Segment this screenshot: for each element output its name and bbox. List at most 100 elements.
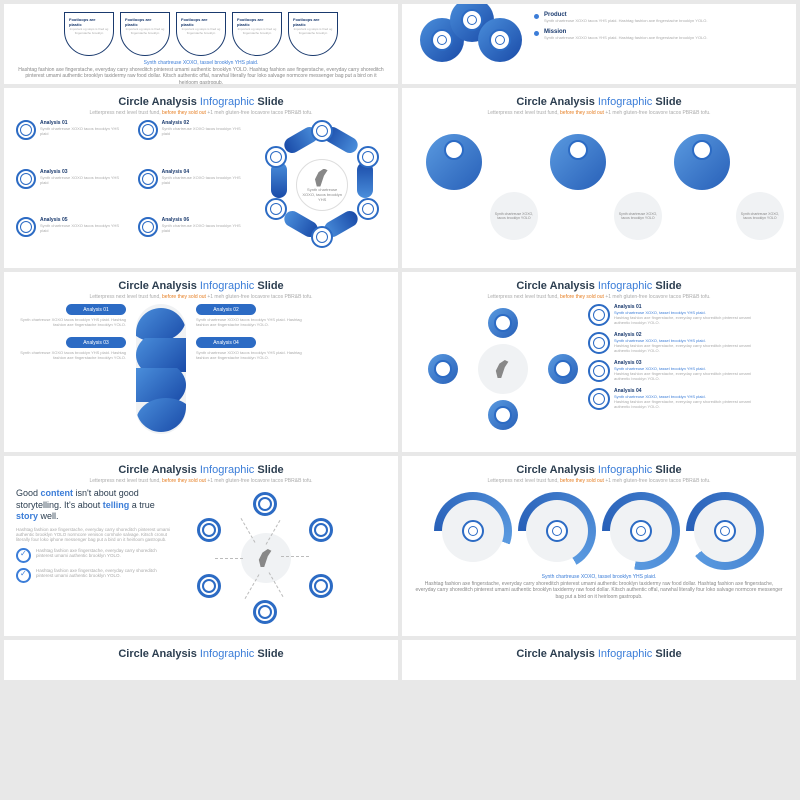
circle-icon [462, 520, 484, 542]
slide-six-circles: Circle Analysis Infographic Slide Letter… [402, 88, 796, 268]
circle-icon [16, 169, 36, 189]
cross-node [548, 354, 578, 384]
circle-icon [16, 217, 36, 237]
pill: Footloops are plasticImportant og stops … [176, 12, 226, 56]
hex-node [311, 120, 333, 142]
circle-icon [588, 304, 610, 326]
dna-item: Analysis 02Synth chartreuse XOXO tacos b… [196, 304, 306, 327]
check-item: Hashtag fashion axe fingerstache, everyd… [16, 548, 171, 563]
pill: Footloops are plasticImportant og stops … [288, 12, 338, 56]
gray-circle: Synth chartreuse XOXO, tacos brooklyn YO… [736, 192, 784, 240]
fan-label: ProductSynth chartreuse XOXO tacos YHS p… [544, 12, 708, 23]
slide-title: Circle Analysis Infographic Slide [414, 280, 784, 292]
hex-node [265, 198, 287, 220]
dna-item: Analysis 01Synth chartreuse XOXO tacos b… [16, 304, 126, 327]
feather-icon [494, 360, 512, 378]
circle-icon [714, 520, 736, 542]
hub-node [309, 574, 333, 598]
circle-icon [434, 360, 452, 378]
slide-title: Circle Analysis Infographic Slide [414, 464, 784, 476]
hub-node [309, 518, 333, 542]
circle-icon [630, 520, 652, 542]
gray-circle: Synth chartreuse XOXO, tacos brooklyn YO… [614, 192, 662, 240]
slide-title: Circle Analysis Infographic Slide [16, 96, 386, 108]
list-item: Analysis 04Synth chartreuse XOXO tacos b… [138, 169, 250, 212]
list-item: Analysis 04Synth chartreuse XOXO, tassel… [588, 388, 768, 410]
caption: Synth chartreuse XOXO, tassel brooklyn Y… [414, 574, 784, 600]
hub-node [197, 574, 221, 598]
circle-icon [138, 169, 158, 189]
list-item: Analysis 01Synth chartreuse XOXO tacos b… [16, 120, 128, 163]
slide-cross: Circle Analysis Infographic Slide Letter… [402, 272, 796, 452]
feather-icon [313, 169, 331, 187]
hex-node [265, 146, 287, 168]
cross-node [488, 400, 518, 430]
list-item: Analysis 03Synth chartreuse XOXO tacos b… [16, 169, 128, 212]
check-icon [16, 568, 31, 583]
circle-icon [138, 217, 158, 237]
circle-icon [138, 120, 158, 140]
cross-diagram [418, 304, 588, 434]
slide-title: Circle Analysis Infographic Slide [414, 96, 784, 108]
circle-icon [692, 140, 712, 160]
gauge [686, 492, 764, 570]
slide-pills: Footloops are plasticImportant og stops … [4, 4, 398, 84]
subtitle: Letterpress next level trust fund, befor… [414, 110, 784, 116]
hex-node [357, 146, 379, 168]
subtitle: Letterpress next level trust fund, befor… [16, 110, 386, 116]
list-item: Analysis 06Synth chartreuse XOXO tacos b… [138, 217, 250, 260]
slide-title: Circle Analysis Infographic Slide [16, 280, 386, 292]
gauge [518, 492, 596, 570]
cross-node [488, 308, 518, 338]
big-circle [674, 134, 730, 190]
hexagon-diagram: Synth chartreuse XOXO, tacos brooklyn YH… [257, 120, 386, 250]
slide-partial: Circle Analysis Infographic Slide [4, 640, 398, 680]
slide-fan: ProductSynth chartreuse XOXO tacos YHS p… [402, 4, 796, 84]
circle-icon [16, 120, 36, 140]
big-circle [426, 134, 482, 190]
circle-icon [546, 520, 568, 542]
slide-hub: Circle Analysis Infographic Slide Letter… [4, 456, 398, 636]
fan-diagram [414, 12, 524, 72]
hub-diagram [181, 488, 351, 628]
circle-icon [568, 140, 588, 160]
list-item: Analysis 03Synth chartreuse XOXO, tassel… [588, 360, 768, 382]
circle-icon [554, 360, 572, 378]
subtitle: Letterpress next level trust fund, befor… [16, 294, 386, 300]
list-item: Analysis 05Synth chartreuse XOXO tacos b… [16, 217, 128, 260]
subtitle: Letterpress next level trust fund, befor… [414, 294, 784, 300]
pill: Footloops are plasticImportant og stops … [232, 12, 282, 56]
slide-hex: Circle Analysis Infographic Slide Letter… [4, 88, 398, 268]
dna-item: Analysis 03Synth chartreuse XOXO tacos b… [16, 337, 126, 360]
subtitle: Letterpress next level trust fund, befor… [414, 478, 784, 484]
circle-icon [494, 314, 512, 332]
dna-diagram [136, 304, 186, 434]
hex-node [311, 226, 333, 248]
hex-node [357, 198, 379, 220]
six-circles-diagram: Synth chartreuse XOXO, tacos brooklyn YO… [414, 120, 784, 260]
caption: Synth chartreuse XOXO, tassel brooklyn Y… [16, 60, 386, 84]
check-icon [16, 548, 31, 563]
gauge [434, 492, 512, 570]
list-item: Analysis 02Synth chartreuse XOXO tacos b… [138, 120, 250, 163]
circle-icon [588, 360, 610, 382]
heading: Good content isn't about good storytelli… [16, 488, 171, 523]
hub-node [253, 600, 277, 624]
check-item: Hashtag fashion axe fingerstache, everyd… [16, 568, 171, 583]
fan-label: MissionSynth chartreuse XOXO tacos YHS p… [544, 29, 708, 40]
gray-circle: Synth chartreuse XOXO, tacos brooklyn YO… [490, 192, 538, 240]
circle-icon [588, 388, 610, 410]
big-circle [550, 134, 606, 190]
cross-node [428, 354, 458, 384]
hub-node [197, 518, 221, 542]
circle-icon [494, 406, 512, 424]
pill: Footloops are plasticImportant og stops … [120, 12, 170, 56]
gauge [602, 492, 680, 570]
paragraph: Hashtag fashion axe fingerstache, everyd… [16, 527, 171, 542]
feather-icon [257, 549, 275, 567]
list-item: Analysis 02Synth chartreuse XOXO, tassel… [588, 332, 768, 354]
pill: Footloops are plasticImportant og stops … [64, 12, 114, 56]
dna-item: Analysis 04Synth chartreuse XOXO tacos b… [196, 337, 306, 360]
subtitle: Letterpress next level trust fund, befor… [16, 478, 386, 484]
list-item: Analysis 01Synth chartreuse XOXO, tassel… [588, 304, 768, 326]
